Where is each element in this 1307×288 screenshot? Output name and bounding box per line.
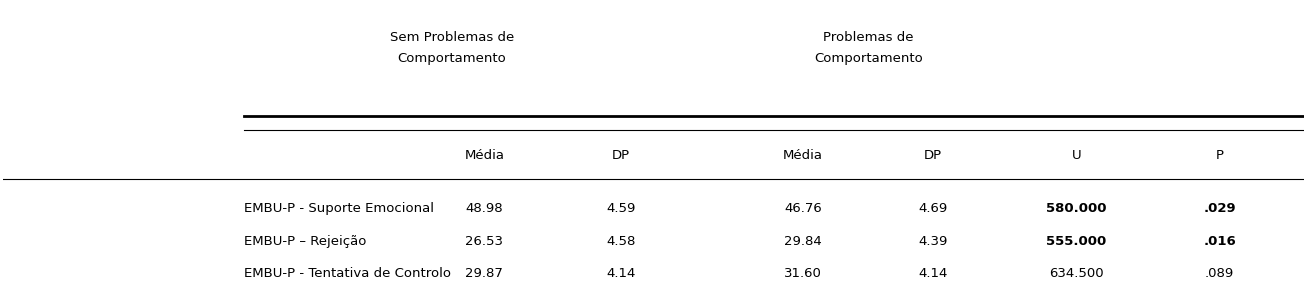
Text: .029: .029 (1204, 202, 1236, 215)
Text: 4.59: 4.59 (606, 202, 635, 215)
Text: DP: DP (612, 149, 630, 162)
Text: 4.39: 4.39 (919, 235, 948, 248)
Text: .089: .089 (1205, 268, 1234, 281)
Text: 4.69: 4.69 (919, 202, 948, 215)
Text: Média: Média (464, 149, 505, 162)
Text: 46.76: 46.76 (784, 202, 822, 215)
Text: 555.000: 555.000 (1047, 235, 1107, 248)
Text: 580.000: 580.000 (1046, 202, 1107, 215)
Text: Média: Média (783, 149, 823, 162)
Text: 26.53: 26.53 (465, 235, 503, 248)
Text: 31.60: 31.60 (784, 268, 822, 281)
Text: EMBU-P - Suporte Emocional: EMBU-P - Suporte Emocional (243, 202, 434, 215)
Text: 29.87: 29.87 (465, 268, 503, 281)
Text: Problemas de
Comportamento: Problemas de Comportamento (814, 31, 923, 65)
Text: U: U (1072, 149, 1081, 162)
Text: 4.14: 4.14 (919, 268, 948, 281)
Text: EMBU-P - Tentativa de Controlo: EMBU-P - Tentativa de Controlo (243, 268, 451, 281)
Text: .016: .016 (1204, 235, 1236, 248)
Text: 29.84: 29.84 (784, 235, 822, 248)
Text: P: P (1216, 149, 1223, 162)
Text: 4.14: 4.14 (606, 268, 635, 281)
Text: 4.58: 4.58 (606, 235, 635, 248)
Text: Sem Problemas de
Comportamento: Sem Problemas de Comportamento (389, 31, 514, 65)
Text: DP: DP (924, 149, 942, 162)
Text: EMBU-P – Rejeição: EMBU-P – Rejeição (243, 235, 366, 248)
Text: 48.98: 48.98 (465, 202, 503, 215)
Text: 634.500: 634.500 (1050, 268, 1104, 281)
